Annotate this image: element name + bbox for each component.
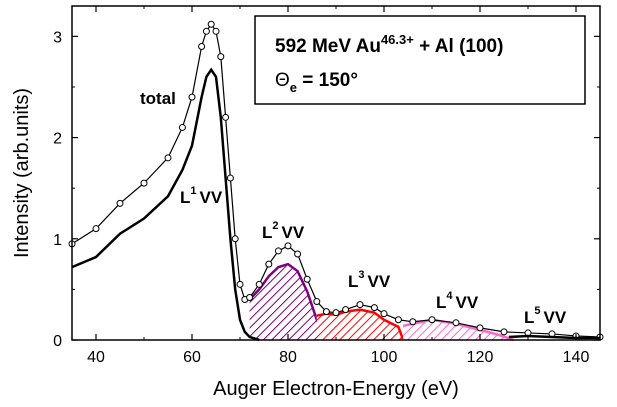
- legend-line-2: Θe = 150°: [275, 70, 358, 95]
- l4-area: [403, 319, 514, 340]
- total-data-point: [332, 309, 340, 317]
- annotation-l5vv: L5 VV: [524, 305, 567, 327]
- x-tick-label: 140: [563, 349, 590, 366]
- total-data-point: [452, 319, 460, 327]
- legend-line-1-main: 592 MeV Au: [275, 36, 381, 57]
- x-tick-label: 40: [87, 349, 105, 366]
- l1-series-line: [71, 67, 260, 342]
- total-data-point: [207, 20, 215, 28]
- y-axis-title: Intensity (arb.units): [11, 88, 33, 258]
- total-data-point: [294, 250, 302, 258]
- total-data-point: [274, 247, 282, 255]
- total-data-point: [236, 280, 244, 288]
- total-data-point: [303, 275, 311, 283]
- y-tick-label: 1: [53, 232, 62, 249]
- l5-series-line: [508, 334, 600, 340]
- total-data-point: [380, 310, 388, 318]
- total-data-point: [500, 328, 508, 336]
- total-data-point: [284, 242, 292, 250]
- annotation-l3vv: L3 VV: [348, 269, 391, 291]
- l3-area: [316, 309, 404, 340]
- legend-frame: [254, 15, 586, 105]
- total-data-point: [370, 304, 378, 312]
- total-data-point: [476, 324, 484, 332]
- legend-line-2-sub: e: [290, 80, 297, 95]
- peak-annotations: total L1 VV L2 VV L3 VV L4 VV L5 VV: [140, 89, 567, 327]
- total-data-point: [188, 93, 196, 101]
- total-data-point: [342, 306, 350, 314]
- annotation-total: total: [140, 89, 176, 108]
- total-data-point: [231, 235, 239, 243]
- y-tick-label: 3: [53, 29, 62, 46]
- annotation-l1vv: L1 VV: [180, 185, 223, 207]
- total-data-point: [212, 27, 220, 35]
- total-data-point: [409, 318, 417, 326]
- y-tick-label: 0: [53, 333, 62, 350]
- legend-line-1-sup: 46.3+: [381, 32, 414, 47]
- y-tick-label: 2: [53, 131, 62, 148]
- total-data-point: [226, 174, 234, 182]
- l2-area: [249, 264, 327, 340]
- l3-line: [316, 308, 405, 341]
- total-data-point: [246, 293, 254, 301]
- total-data-point: [116, 199, 124, 207]
- annotation-l4vv: L4 VV: [436, 290, 479, 312]
- x-axis-title: Auger Electron-Energy (eV): [213, 378, 459, 400]
- total-data-point: [255, 280, 263, 288]
- total-data-point: [394, 316, 402, 324]
- legend-box: 592 MeV Au46.3+ + Al (100) Θe = 150°: [254, 15, 586, 105]
- total-data-point: [202, 27, 210, 35]
- total-data-point: [265, 260, 273, 268]
- legend-line-2-rest: = 150°: [297, 70, 358, 91]
- total-data-point: [198, 42, 206, 50]
- axes: 40 60 80 100 120 140 0 1 2 3: [53, 5, 601, 366]
- total-data-point: [322, 308, 330, 316]
- x-tick-label: 100: [371, 349, 398, 366]
- x-tick-label: 60: [183, 349, 201, 366]
- annotation-l2vv: L2 VV: [262, 220, 305, 242]
- total-data-point: [313, 298, 321, 306]
- total-data-point: [164, 154, 172, 162]
- legend-line-2-symbol: Θ: [275, 70, 290, 91]
- x-tick-label: 80: [279, 349, 297, 366]
- total-data-point: [428, 316, 436, 324]
- total-data-point: [178, 123, 186, 131]
- legend-line-1: 592 MeV Au46.3+ + Al (100): [275, 32, 503, 57]
- x-tick-label: 120: [467, 349, 494, 366]
- total-data-point: [92, 225, 100, 233]
- total-data-point: [356, 301, 364, 309]
- total-data-point: [217, 53, 225, 61]
- legend-line-1-rest: + Al (100): [414, 36, 504, 57]
- plot-area: [68, 20, 604, 342]
- total-data-point: [140, 179, 148, 187]
- total-data-point: [222, 113, 230, 121]
